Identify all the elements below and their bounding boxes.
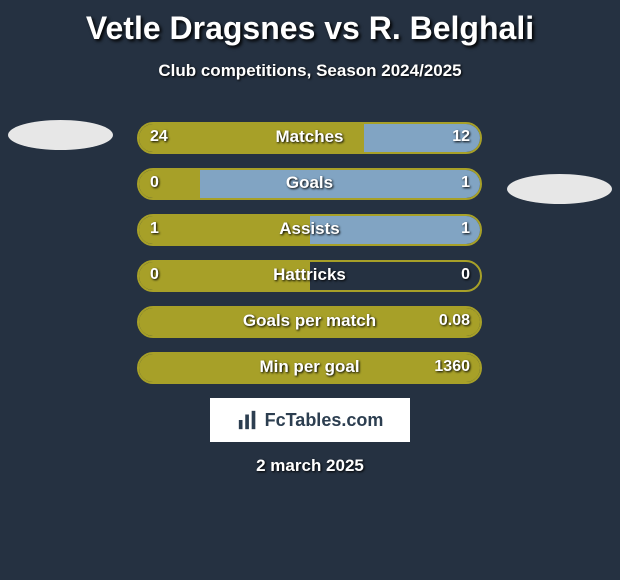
stat-row: Assists1 1 [0,214,620,246]
stat-label: Goals per match [137,306,482,338]
stat-row: Goals0 1 [0,168,620,200]
stat-value-left: 0 [150,260,159,292]
stat-value-left: 1 [150,214,159,246]
stat-value-right: 12 [452,122,470,154]
stat-row: Min per goal1360 [0,352,620,384]
stat-value-right: 0 [461,260,470,292]
stat-label: Assists [137,214,482,246]
bar-chart-icon [237,409,259,431]
stat-value-right: 1 [461,168,470,200]
stat-label: Hattricks [137,260,482,292]
logo-text: FcTables.com [265,410,384,431]
subtitle: Club competitions, Season 2024/2025 [0,61,620,81]
stat-value-left: 0 [150,168,159,200]
stat-rows: Matches2412Goals01Assists11Hattricks00Go… [0,122,620,398]
footer-date: 2 march 2025 [0,456,620,476]
stat-row: Matches24 12 [0,122,620,154]
stat-row: Goals per match0.08 [0,306,620,338]
page-title: Vetle Dragsnes vs R. Belghali [0,0,620,47]
stat-value-right: 0.08 [439,306,470,338]
stat-row: Hattricks0 0 [0,260,620,292]
stat-label: Goals [137,168,482,200]
stat-label: Matches [137,122,482,154]
fctables-logo[interactable]: FcTables.com [210,398,410,442]
stat-value-left: 24 [150,122,168,154]
comparison-card: Vetle Dragsnes vs R. Belghali Club compe… [0,0,620,580]
stat-value-right: 1 [461,214,470,246]
stat-label: Min per goal [137,352,482,384]
stat-value-right: 1360 [434,352,470,384]
